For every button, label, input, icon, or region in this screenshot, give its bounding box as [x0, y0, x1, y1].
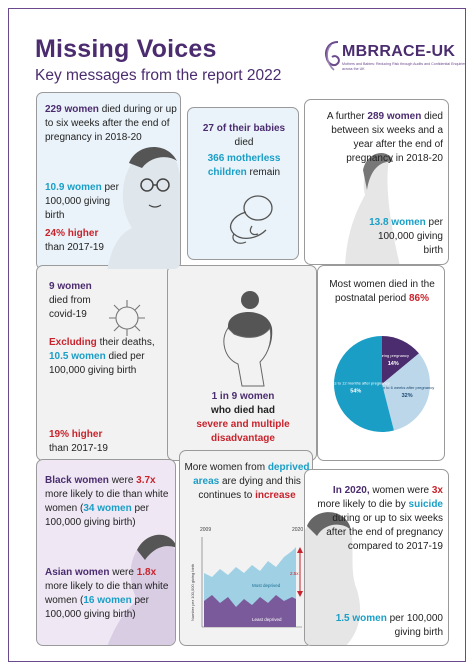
suicide-text-3: during or up to six weeks after the end …	[326, 513, 443, 552]
logo-emblem-icon	[325, 41, 340, 71]
suicide-rate-text: per 100,000 giving birth	[386, 613, 443, 638]
suicide-ratio: 3x	[431, 485, 443, 496]
woman-glasses-illustration	[107, 146, 180, 269]
babies-count: 27 of their babies	[202, 123, 286, 134]
pie-slice-label-3: 6 weeks to 12 months after pregnancy	[322, 380, 390, 385]
woman-bun-illustration	[223, 291, 273, 387]
covid-count: 9 women	[49, 281, 92, 292]
postnatal-text: Most women died in the postnatal period	[329, 279, 435, 304]
total-deaths-count: 229 women	[45, 104, 99, 115]
asian-rate: 16 women	[83, 595, 132, 606]
asian-text-3: per 100,000 giving birth)	[45, 595, 149, 620]
asian-text-2: more likely to die than white women (	[45, 581, 169, 606]
covid-rate-text: died per 100,000 giving birth	[49, 351, 145, 376]
virus-icon	[109, 300, 145, 336]
most-deprived-label: Most deprived	[252, 583, 281, 588]
card-babies: 27 of their babies died 366 motherless c…	[187, 107, 299, 260]
covid-change: 19% higher	[49, 429, 103, 440]
asian-women: Asian women	[45, 567, 110, 578]
pie-slice-label-2: Up to 6 weeks after pregnancy	[380, 385, 434, 390]
card-postnatal: Most women died in the postnatal period …	[317, 265, 445, 461]
covid-change-text: than 2017-19	[49, 443, 108, 454]
babies-died: died	[234, 137, 254, 148]
woman-headscarf-illustration	[345, 152, 400, 264]
disadvantage-text: who died had	[211, 405, 275, 416]
total-deaths-rate: 10.9 women	[45, 182, 102, 193]
suicide-word: suicide	[408, 499, 443, 510]
late-deaths-count: 289 women	[367, 111, 422, 122]
card-late-deaths: A further 289 women died between six wee…	[304, 99, 449, 265]
chart-year-end: 2020	[292, 527, 303, 533]
pie-slice-value-2: 32%	[402, 393, 413, 399]
covid-text: died from covid-19	[49, 295, 91, 320]
deprivation-text-2: are dying and this continues to	[198, 476, 301, 501]
black-ratio: 3.7x	[136, 475, 156, 486]
black-text-1: were	[108, 475, 137, 486]
deprivation-areas: deprived areas	[193, 462, 310, 487]
asian-text-1: were	[109, 567, 137, 578]
logo-name: MBRRACE-UK	[342, 43, 456, 60]
pie-slice-3	[334, 336, 394, 432]
black-women: Black women	[45, 475, 109, 486]
card-disadvantage: 1 in 9 women who died had severe and mult…	[167, 265, 317, 461]
card-total-deaths: 229 women died during or up to six weeks…	[36, 92, 181, 270]
pie-slice-value-3: 54%	[350, 388, 361, 394]
total-deaths-change: 24% higher	[45, 228, 99, 239]
page-title: Missing Voices	[35, 35, 217, 63]
late-deaths-prefix: A further	[326, 111, 368, 122]
late-deaths-rate: 13.8 women	[369, 217, 426, 228]
mbrrace-logo: MBRRACE-UK Mothers and Babies: Reducing …	[322, 39, 466, 87]
postnatal-pct: 86%	[408, 293, 429, 304]
total-deaths-rate-text: per 100,000 giving birth	[45, 182, 119, 221]
logo-tagline: Mothers and Babies: Reducing Risk throug…	[342, 62, 466, 71]
deprivation-increase: increase	[255, 490, 296, 501]
total-deaths-text: died during or up to six weeks after the…	[45, 104, 177, 143]
pie-slice-value-1: 14%	[388, 361, 399, 367]
card-suicide: In 2020, women were 3x more likely to di…	[304, 469, 449, 646]
card-covid: 9 women died from covid-19 Excluding the…	[36, 265, 174, 461]
late-deaths-text: died between six weeks and a year after …	[331, 111, 443, 164]
covid-excluding: Excluding	[49, 337, 97, 348]
woman-profile-illustration	[107, 534, 175, 645]
chart-y-axis-label: Number per 100,000 giving birth	[190, 564, 195, 621]
page-subtitle: Key messages from the report 2022	[35, 67, 282, 84]
card-ethnicity: Black women were 3.7x more likely to die…	[36, 459, 176, 646]
disadvantage-severe: severe and multiple disadvantage	[196, 419, 290, 444]
pie-slice-1	[382, 336, 419, 384]
black-text-3: per 100,000 giving birth)	[45, 503, 149, 528]
baby-illustration	[230, 195, 273, 244]
disadvantage-ratio: 1 in 9 women	[211, 391, 275, 402]
motherless-remain: remain	[246, 167, 281, 178]
asian-ratio: 1.8x	[136, 567, 157, 578]
gap-label: 2.5x	[290, 571, 299, 576]
least-deprived-label: Least deprived	[252, 617, 282, 622]
suicide-rate: 1.5 women	[335, 613, 387, 624]
postnatal-pie-chart: During pregnancy 14% Up to 6 weeks after p…	[322, 336, 434, 432]
suicide-text-1: women were	[369, 485, 432, 496]
motherless-children: 366 motherless children	[207, 153, 281, 178]
black-text-2: more likely to die than white women (	[45, 489, 169, 514]
woman-long-hair-illustration	[305, 512, 361, 645]
chart-year-start: 2009	[200, 527, 211, 533]
least-deprived-area	[204, 595, 296, 627]
late-deaths-rate-text: per 100,000 giving birth	[377, 217, 443, 256]
covid-rate: 10.5 women	[49, 351, 106, 362]
pie-slice-2	[382, 353, 430, 431]
infographic-page: Missing Voices Key messages from the rep…	[8, 8, 466, 662]
card-deprivation: More women from deprived areas are dying…	[179, 450, 313, 646]
black-rate: 34 women	[83, 503, 132, 514]
deprivation-area-chart: 2009 2020 Number per 100,000 giving birt…	[190, 527, 303, 628]
suicide-text-2: more likely to die by	[317, 499, 409, 510]
pie-slice-label-1: During pregnancy	[377, 353, 409, 358]
total-deaths-change-text: than 2017-19	[45, 242, 104, 253]
deprivation-text-1: More women from	[184, 462, 268, 473]
covid-excluding-text: their deaths,	[96, 337, 155, 348]
suicide-year: In 2020,	[332, 485, 370, 496]
